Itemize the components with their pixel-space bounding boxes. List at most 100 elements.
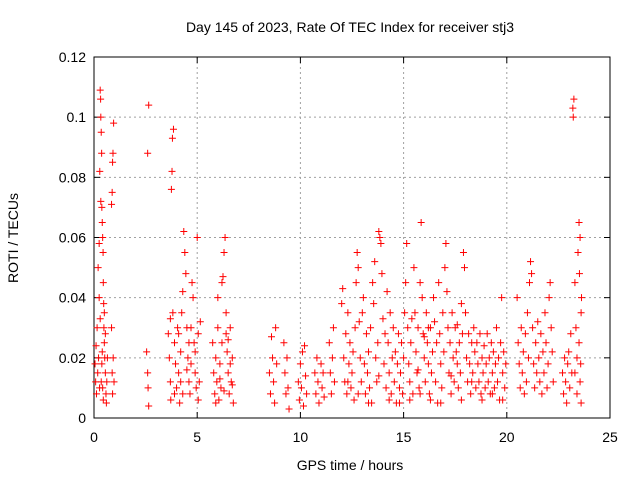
data-point — [384, 339, 392, 347]
data-point — [285, 405, 293, 413]
data-point — [575, 218, 583, 226]
data-point — [483, 330, 491, 338]
data-point — [214, 324, 222, 332]
data-point — [521, 330, 529, 338]
x-tick-label: 5 — [193, 429, 201, 445]
data-point — [415, 384, 423, 392]
data-point — [484, 378, 492, 386]
data-point — [265, 369, 273, 377]
data-point — [295, 396, 303, 404]
data-point — [566, 384, 574, 392]
data-point — [465, 330, 473, 338]
data-point — [537, 330, 545, 338]
data-point — [460, 264, 468, 272]
data-point — [413, 369, 421, 377]
data-point — [380, 360, 388, 368]
data-point — [352, 279, 360, 287]
data-point — [313, 354, 321, 362]
data-point — [272, 324, 280, 332]
data-point — [177, 378, 185, 386]
data-point — [485, 354, 493, 362]
data-point — [92, 390, 100, 398]
data-point — [488, 390, 496, 398]
data-point — [439, 309, 447, 317]
data-point — [228, 354, 236, 362]
data-point — [387, 390, 395, 398]
data-point — [471, 348, 479, 356]
data-point — [343, 390, 351, 398]
data-point — [351, 324, 359, 332]
data-point — [431, 318, 439, 326]
data-point — [453, 360, 461, 368]
data-point — [145, 402, 153, 410]
data-point — [376, 234, 384, 241]
data-point — [196, 318, 204, 326]
data-point — [344, 309, 352, 317]
data-point — [424, 324, 432, 332]
data-point — [495, 354, 503, 362]
data-point — [475, 378, 483, 386]
x-tick-label: 25 — [602, 429, 618, 445]
data-point — [342, 330, 350, 338]
data-point — [167, 185, 175, 193]
data-point — [529, 324, 537, 332]
data-point — [363, 369, 371, 377]
data-point — [533, 369, 541, 377]
data-point — [99, 279, 107, 287]
data-point — [514, 339, 522, 347]
data-point — [195, 378, 203, 386]
data-point — [314, 378, 322, 386]
data-point — [320, 393, 328, 401]
data-point — [577, 360, 585, 368]
data-point — [472, 384, 480, 392]
data-point — [181, 249, 189, 257]
data-point — [497, 339, 505, 347]
data-point — [375, 372, 383, 380]
data-point — [360, 360, 368, 368]
data-point — [185, 378, 193, 386]
data-point — [411, 309, 419, 317]
data-point — [478, 354, 486, 362]
data-point — [328, 354, 336, 362]
data-point — [168, 134, 176, 142]
data-point — [470, 324, 478, 332]
data-point — [417, 218, 425, 226]
data-point — [381, 330, 389, 338]
data-point — [543, 384, 551, 392]
data-point — [401, 309, 409, 317]
data-point — [362, 330, 370, 338]
data-point — [406, 396, 414, 404]
data-point — [456, 369, 464, 377]
data-point — [559, 369, 567, 377]
data-point — [94, 369, 102, 377]
data-point — [301, 342, 309, 350]
data-point — [576, 234, 584, 241]
data-point — [95, 354, 103, 362]
x-tick-label: 0 — [90, 429, 98, 445]
data-point — [531, 384, 539, 392]
data-point — [388, 354, 396, 362]
data-point — [93, 324, 101, 332]
data-point — [468, 378, 476, 386]
data-point — [175, 330, 183, 338]
data-point — [416, 390, 424, 398]
data-point — [562, 378, 570, 386]
data-point — [409, 390, 417, 398]
data-point — [187, 360, 195, 368]
data-point — [432, 378, 440, 386]
data-point — [108, 200, 116, 208]
data-point — [430, 294, 438, 302]
data-point — [187, 324, 195, 332]
data-point — [494, 378, 502, 386]
data-point — [315, 399, 323, 407]
data-point — [379, 315, 387, 323]
data-point — [526, 279, 534, 287]
data-point — [466, 360, 474, 368]
data-point — [338, 300, 346, 308]
data-point — [213, 378, 221, 386]
data-point — [97, 128, 105, 136]
data-point — [224, 369, 232, 377]
data-point — [438, 384, 446, 392]
data-point — [298, 348, 306, 356]
data-point — [367, 324, 375, 332]
